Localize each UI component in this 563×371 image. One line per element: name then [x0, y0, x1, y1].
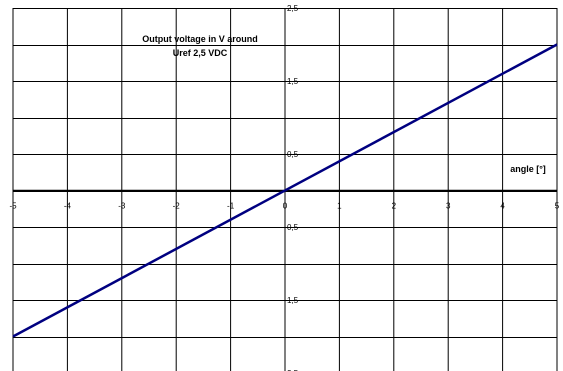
y-tick-label: 1,5 — [287, 296, 299, 305]
x-tick-label: 3 — [446, 202, 451, 211]
y-tick-label: 2,5 — [287, 369, 299, 371]
x-tick-label: -1 — [227, 202, 235, 211]
x-tick-label: 5 — [555, 202, 560, 211]
series-group — [12, 43, 558, 338]
x-tick-label: 1 — [337, 202, 342, 211]
x-tick-label: -5 — [9, 202, 17, 211]
annotation-title-line-2: Uref 2,5 VDC — [173, 48, 228, 58]
y-tick-label: 0,5 — [287, 150, 299, 159]
x-tick-labels: -5 -4 -3 -2 -1 0 1 2 3 4 5 — [9, 202, 559, 211]
x-tick-label: -4 — [64, 202, 72, 211]
y-tick-labels: 2,5 1,5 0,5 0,5 1,5 2,5 — [287, 4, 299, 371]
series-line — [12, 43, 558, 338]
x-tick-label: 0 — [283, 202, 288, 211]
y-tick-label: 1,5 — [287, 77, 299, 86]
x-tick-label: 4 — [500, 202, 505, 211]
y-tick-label: 0,5 — [287, 223, 299, 232]
x-tick-label: -3 — [118, 202, 126, 211]
y-tick-label: 2,5 — [287, 4, 299, 13]
x-tick-label: -2 — [173, 202, 181, 211]
annotation-title-line-1: Output voltage in V around — [142, 34, 258, 44]
x-axis-label: angle [°] — [510, 164, 546, 174]
x-tick-label: 2 — [392, 202, 397, 211]
